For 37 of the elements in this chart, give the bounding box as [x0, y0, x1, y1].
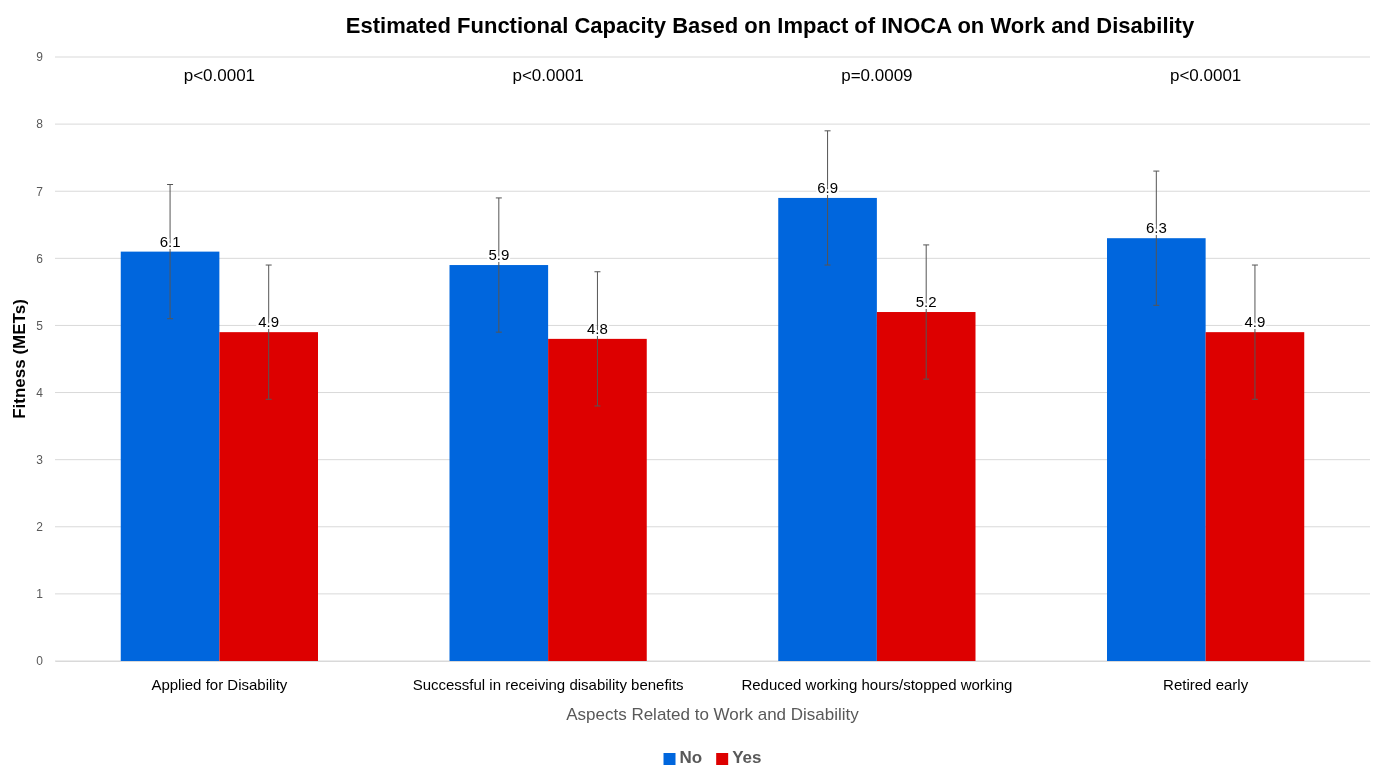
y-tick-label: 6: [36, 251, 44, 266]
annotation: p<0.0001: [1169, 66, 1242, 86]
y-tick-label: 3: [36, 453, 44, 468]
bar: [219, 332, 318, 661]
legend-label: No: [679, 748, 703, 767]
bar: [778, 197, 877, 661]
y-tick-label: 8: [36, 117, 44, 132]
y-tick-label: 7: [36, 184, 44, 199]
bar: [1205, 332, 1305, 661]
y-tick-label: 9: [36, 50, 44, 65]
x-tick-label: Applied for Disability: [151, 675, 288, 693]
data-label: 5.9: [488, 246, 510, 264]
y-tick-label: 5: [36, 318, 44, 333]
x-axis-title: Aspects Related to Work and Disability: [566, 705, 860, 724]
annotation: p=0.0009: [841, 66, 913, 86]
chart-title: Estimated Functional Capacity Based on Impact of INOCA on Work and Disability: [345, 13, 1195, 38]
x-tick-label: Successful in receiving disability benefits: [412, 675, 684, 693]
data-label: 4.9: [1244, 313, 1266, 331]
annotation: p<0.0001: [183, 66, 256, 86]
annotation: p<0.0001: [512, 66, 584, 86]
x-tick-label: Reduced working hours/stopped working: [741, 675, 1013, 693]
legend-label: Yes: [732, 748, 762, 767]
y-tick-label: 0: [36, 654, 44, 669]
y-tick-label: 4: [36, 385, 44, 400]
data-label: 5.2: [915, 293, 937, 311]
data-label: 4.9: [258, 313, 280, 331]
bar: [120, 251, 220, 661]
y-tick-label: 1: [36, 587, 44, 602]
y-tick-label: 2: [36, 520, 44, 535]
bar: [548, 338, 647, 661]
bar: [876, 312, 976, 661]
x-tick-label: Retired early: [1163, 675, 1249, 693]
data-label: 6.3: [1145, 219, 1167, 237]
bar: [1107, 238, 1206, 661]
data-label: 6.1: [159, 232, 181, 250]
bar: [449, 265, 549, 661]
y-axis-title: Fitness (METs): [10, 299, 29, 419]
